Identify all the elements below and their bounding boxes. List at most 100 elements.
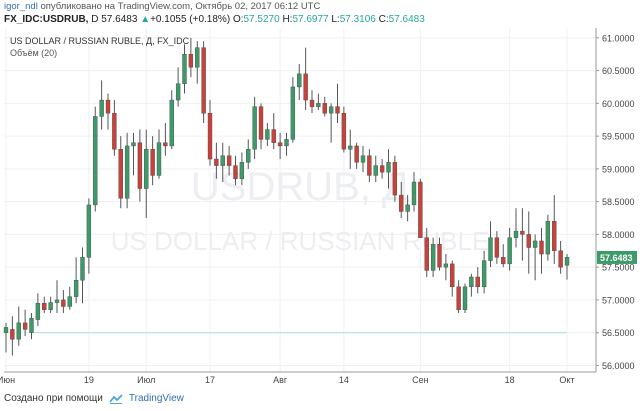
candle-up	[80, 257, 85, 281]
candle-down	[552, 221, 557, 251]
candle-up	[316, 103, 321, 107]
time-tick-label: Июл	[137, 375, 155, 385]
price-tick-label: 60.0000	[602, 99, 635, 109]
price-tick-label: 56.5000	[602, 328, 635, 338]
last-price: 57.6483	[101, 14, 138, 25]
candle-up	[411, 181, 417, 206]
candle-down	[558, 250, 563, 268]
publish-info: опубликовано на TradingView.com, Октябрь…	[40, 1, 321, 12]
price-tick-label: 59.0000	[602, 164, 635, 174]
time-tick-label: 14	[339, 375, 349, 385]
candle-down	[526, 234, 531, 248]
author-link[interactable]: igor_ndl	[4, 1, 38, 12]
candle-up	[443, 263, 449, 268]
ohlc-legend: FX_IDC:USDRUB, D 57.6483 ▲+0.1055 (+0.18…	[4, 14, 425, 25]
candle-down	[163, 142, 168, 147]
candle-up	[386, 162, 391, 173]
candle-up	[507, 237, 512, 265]
watermark-symbol: USDRUB, Д	[191, 165, 409, 209]
candle-up	[430, 244, 436, 271]
price-tick-label: 60.5000	[602, 66, 635, 76]
candle-up	[220, 155, 225, 166]
price-tick-label: 59.5000	[602, 132, 635, 142]
publish-line: igor_ndl опубликовано на TradingView.com…	[4, 1, 320, 12]
tradingview-brand-link[interactable]: TradingView	[128, 393, 184, 404]
candle-up	[182, 54, 187, 84]
time-tick-label: 19	[84, 375, 94, 385]
candle-down	[112, 112, 117, 150]
candle-down	[475, 276, 480, 288]
candle-down	[456, 286, 461, 310]
candle-down	[322, 103, 327, 114]
close-value: 57.6483	[388, 14, 425, 25]
candle-up	[252, 106, 257, 150]
candle-up	[462, 286, 468, 310]
candle-down	[233, 165, 238, 179]
candle-down	[42, 303, 47, 310]
candle-down	[450, 263, 455, 288]
candle-down	[494, 237, 500, 258]
candle-down	[379, 165, 385, 173]
time-tick-label: Окт	[559, 375, 574, 385]
candle-down	[520, 230, 525, 235]
candle-up	[532, 240, 538, 248]
candle-down	[341, 112, 347, 150]
time-tick-label: Сен	[412, 375, 429, 385]
candle-down	[201, 47, 206, 114]
candle-down	[501, 257, 506, 265]
candle-up	[545, 221, 551, 255]
tradingview-logo-icon	[109, 393, 123, 404]
candle-down	[309, 99, 315, 107]
candle-down	[214, 158, 219, 166]
last-price-tag	[597, 250, 637, 264]
candle-up	[195, 47, 200, 68]
candle-down	[258, 106, 264, 140]
timeframe-label: D	[91, 14, 99, 25]
candle-down	[539, 240, 544, 255]
time-tick-label: Авг	[273, 375, 288, 385]
high-label: H:	[282, 14, 293, 25]
candle-down	[105, 99, 111, 114]
price-tick-label: 56.0000	[602, 361, 635, 371]
candle-down	[399, 194, 404, 212]
candle-up	[144, 149, 149, 189]
time-tick-label: 18	[505, 375, 515, 385]
high-value: 57.6977	[292, 14, 329, 25]
candle-up	[373, 165, 378, 176]
candle-down	[277, 142, 283, 147]
price-tick-label: 58.5000	[602, 197, 635, 207]
candle-up	[290, 86, 296, 140]
candle-up	[99, 99, 104, 117]
candle-up	[297, 73, 302, 88]
price-tick-label: 61.0000	[602, 33, 635, 43]
price-tick-label: 57.5000	[602, 263, 635, 273]
candle-up	[328, 106, 334, 114]
change-value: +0.1055 (+0.18%)	[150, 14, 231, 25]
candle-up	[488, 237, 493, 261]
last-price-tag-label: 57.6483	[600, 253, 633, 263]
candle-down	[354, 145, 359, 163]
candle-down	[118, 149, 123, 199]
candle-up	[246, 149, 251, 163]
candle-down	[61, 299, 66, 307]
candle-up	[239, 162, 245, 179]
candle-up	[124, 145, 130, 199]
candle-down	[392, 162, 398, 196]
candle-up	[265, 129, 270, 140]
change-arrow-icon: ▲	[140, 14, 151, 25]
time-tick-label: 17	[205, 375, 215, 385]
candle-down	[150, 149, 155, 176]
price-tick-label: 57.0000	[602, 295, 635, 305]
symbol-label: FX_IDC:USDRUB,	[4, 14, 89, 25]
price-tick-label: 58.0000	[602, 230, 635, 240]
candle-up	[284, 139, 289, 147]
candle-down	[188, 54, 194, 68]
volume-indicator-label[interactable]: Объём (20)	[10, 48, 58, 58]
candle-down	[418, 181, 423, 238]
open-label: O:	[232, 14, 244, 25]
candle-up	[86, 204, 92, 258]
candle-up	[348, 145, 353, 150]
candle-up	[93, 116, 98, 206]
